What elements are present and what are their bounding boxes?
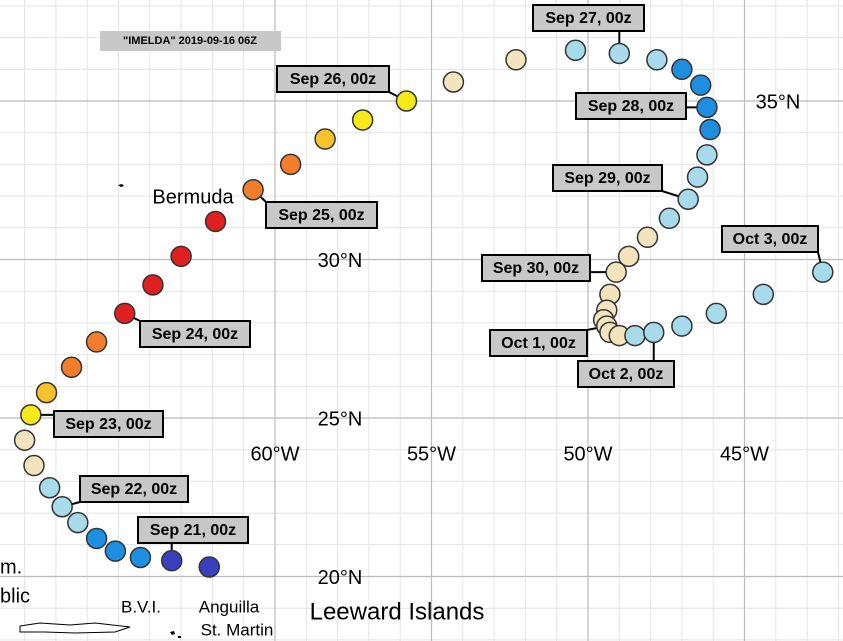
title: "IMELDA" 2019-09-16 06Z <box>123 35 257 47</box>
track-point <box>671 58 693 81</box>
track-point <box>198 556 221 578</box>
date-label: Oct 2, 00z <box>589 366 664 383</box>
place-label: m. <box>0 556 22 578</box>
date-label: Sep 26, 00z <box>290 71 376 88</box>
track-point <box>204 210 227 233</box>
track-point <box>51 496 73 518</box>
track-point <box>646 49 668 71</box>
date-label-box <box>53 410 164 438</box>
lat-label: 30°N <box>318 250 363 272</box>
date-label-box <box>489 329 588 357</box>
date-label-box <box>137 516 249 544</box>
place-label: St. Martin <box>201 620 274 639</box>
track-point <box>314 128 336 150</box>
place-label: blic <box>0 585 30 607</box>
date-label-box <box>575 92 687 120</box>
track-point <box>677 188 699 211</box>
track-point <box>605 261 627 283</box>
track-point <box>129 546 152 569</box>
track-point <box>242 179 264 201</box>
date-label: Oct 1, 00z <box>501 335 576 352</box>
date-label: Sep 29, 00z <box>564 170 650 187</box>
track-point <box>20 404 42 426</box>
lon-label: 45°W <box>720 443 769 465</box>
date-label: Sep 24, 00z <box>152 326 238 343</box>
date-label-box <box>577 360 675 388</box>
date-label-box <box>532 4 645 32</box>
track-point <box>395 90 418 112</box>
date-label: Sep 28, 00z <box>588 98 674 115</box>
date-label-box <box>265 201 378 229</box>
lon-label: 55°W <box>407 443 456 465</box>
track-point <box>142 274 164 296</box>
track-point <box>696 144 718 166</box>
lat-label: 20°N <box>318 567 363 589</box>
title-box <box>100 31 281 51</box>
puerto-rico-land <box>19 622 131 634</box>
track-point <box>812 261 834 283</box>
track-point <box>617 245 640 268</box>
track-point <box>642 321 665 344</box>
track-point <box>279 153 302 176</box>
track-point <box>85 331 108 353</box>
track-point <box>104 540 127 562</box>
track-point <box>67 511 89 534</box>
track-point <box>564 39 587 62</box>
date-label: Sep 30, 00z <box>493 260 579 277</box>
track-point <box>608 42 631 65</box>
track-point <box>442 71 465 93</box>
track-point <box>35 381 58 404</box>
track-point <box>705 302 728 325</box>
track-point <box>658 207 681 230</box>
date-label: Sep 22, 00z <box>91 481 177 498</box>
track-point <box>23 454 45 477</box>
track-point <box>689 74 712 96</box>
track-point <box>696 96 718 119</box>
bermuda-land <box>118 184 124 187</box>
date-label-box <box>276 65 390 93</box>
track-point <box>624 324 646 347</box>
track-point <box>686 166 709 188</box>
track-point <box>505 49 527 71</box>
lon-label: 60°W <box>250 443 299 465</box>
date-label: Oct 3, 00z <box>733 231 808 248</box>
place-label: Leeward Islands <box>310 598 485 625</box>
date-label-box <box>139 320 251 348</box>
track-point <box>60 356 83 379</box>
date-label: Sep 23, 00z <box>65 416 151 433</box>
track-point <box>699 118 721 141</box>
place-label: Bermuda <box>152 186 234 208</box>
track-point <box>752 283 775 306</box>
track-point <box>170 245 192 268</box>
track-point <box>636 226 659 249</box>
place-label: Anguilla <box>199 597 260 616</box>
track-point <box>160 549 183 572</box>
lat-label: 25°N <box>318 408 363 430</box>
date-label: Sep 27, 00z <box>545 10 631 27</box>
date-label-box <box>79 475 189 503</box>
lat-label: 35°N <box>756 91 801 113</box>
date-label: Sep 25, 00z <box>278 207 364 224</box>
date-label-box <box>481 254 591 282</box>
place-label: B.V.I. <box>121 597 161 616</box>
track-point <box>85 527 108 550</box>
track-point <box>38 476 61 499</box>
track-point <box>114 302 136 325</box>
date-label-box <box>552 164 663 192</box>
islands-land <box>170 631 181 638</box>
date-label: Sep 21, 00z <box>150 522 236 539</box>
date-label-box <box>721 225 819 253</box>
track-point <box>351 109 374 131</box>
track-point <box>13 429 36 451</box>
lon-label: 50°W <box>563 443 612 465</box>
track-point <box>671 315 693 337</box>
